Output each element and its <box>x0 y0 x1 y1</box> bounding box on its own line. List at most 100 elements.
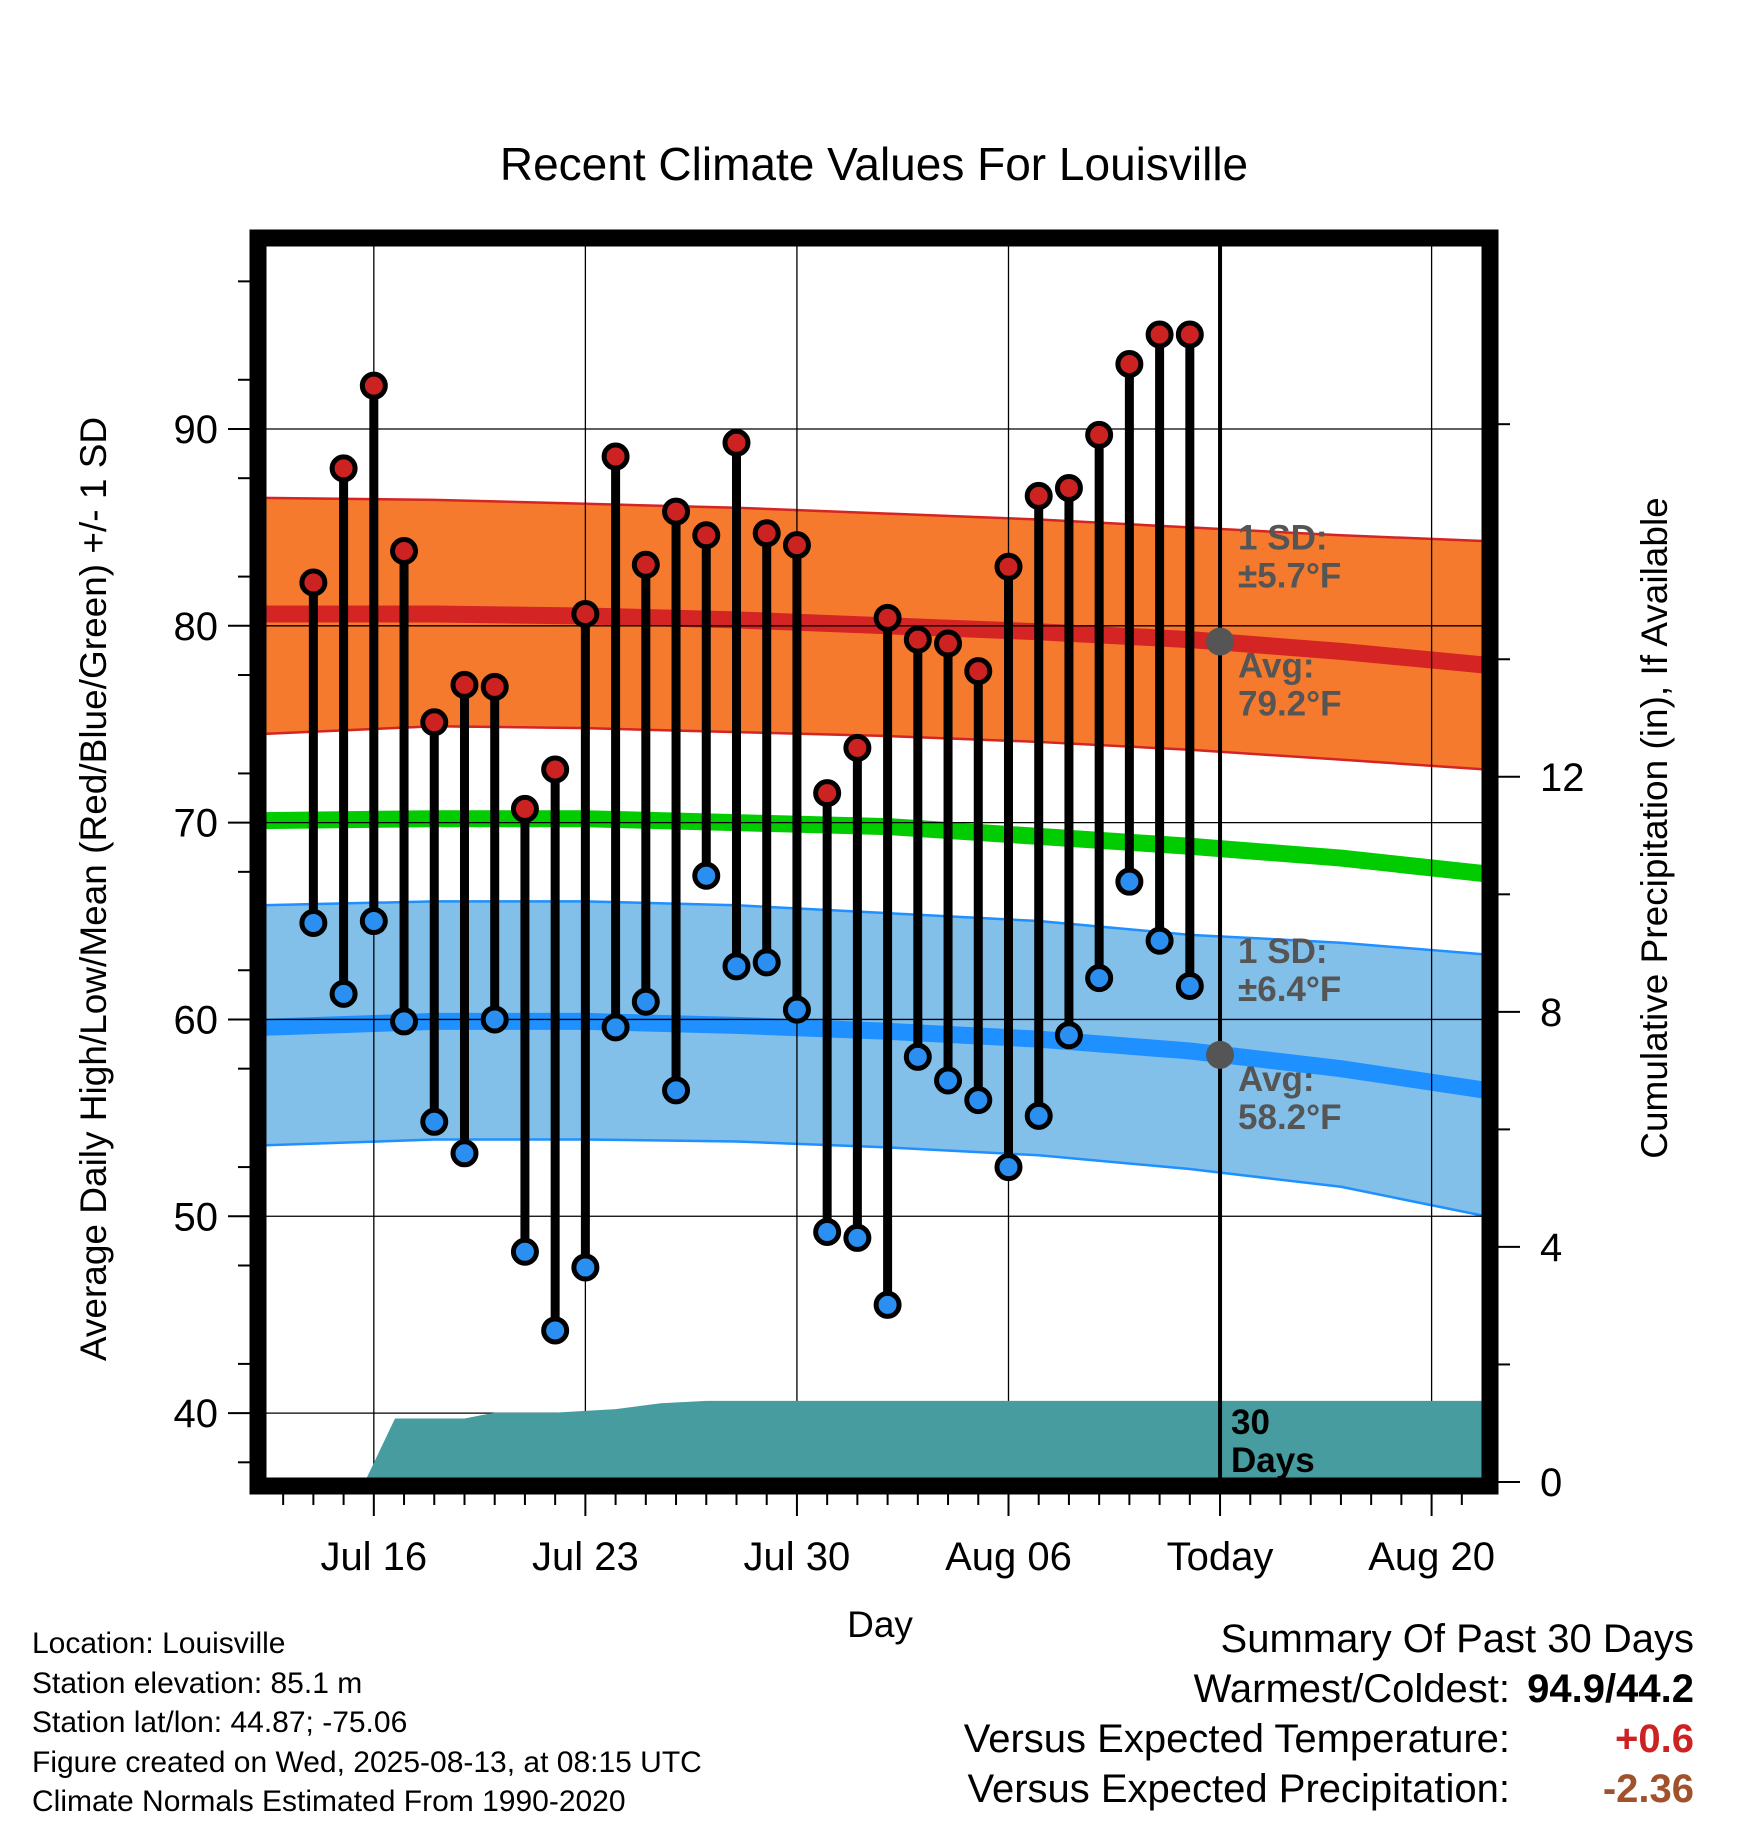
y-tick-label: 60 <box>174 998 219 1042</box>
y2-tick-label: 8 <box>1540 991 1562 1035</box>
high-point <box>510 794 539 823</box>
low-point <box>1175 972 1204 1000</box>
y2-tick-label: 0 <box>1540 1461 1562 1505</box>
daily-dots <box>299 320 1204 1345</box>
x-tick-label: Today <box>1167 1535 1274 1579</box>
high-avg-label-line1: Avg: <box>1238 647 1314 686</box>
precip-area <box>364 1400 1486 1482</box>
low-point <box>571 1253 600 1282</box>
high-point <box>359 371 388 400</box>
high-point <box>329 454 358 483</box>
low-avg-marker <box>1206 1040 1235 1069</box>
high-point <box>722 428 751 457</box>
low-point <box>994 1153 1023 1182</box>
precip-label: Versus Expected Precipitation: <box>967 1767 1510 1811</box>
summary-warmest-row: Warmest/Coldest: 94.9/44.2 <box>964 1664 1694 1714</box>
chart-title: Recent Climate Values For Louisville <box>500 138 1248 190</box>
days-label-line2: Days <box>1231 1441 1315 1480</box>
temp-label: Versus Expected Temperature: <box>963 1717 1510 1761</box>
low-point <box>934 1066 963 1095</box>
low-point <box>813 1218 842 1247</box>
high-point <box>994 552 1023 581</box>
station-info: Location: Louisville Station elevation: … <box>32 1624 702 1822</box>
y-tick-label: 70 <box>174 802 219 846</box>
low-point <box>299 909 328 938</box>
high-point <box>420 708 449 737</box>
low-avg-label-line2: 58.2°F <box>1238 1098 1342 1137</box>
summary-title: Summary Of Past 30 Days <box>1220 1617 1694 1661</box>
high-point <box>631 550 660 579</box>
high-point <box>843 733 872 762</box>
high-point <box>782 531 811 560</box>
low-point <box>752 948 781 977</box>
high-point <box>571 600 600 628</box>
normals-line: Climate Normals Estimated From 1990-2020 <box>32 1785 626 1818</box>
low-point <box>359 907 388 936</box>
low-point <box>692 861 721 890</box>
high-avg-marker <box>1206 627 1235 656</box>
low-point <box>480 1005 509 1034</box>
low-avg-label-line1: Avg: <box>1238 1060 1314 1099</box>
summary-temp-row: Versus Expected Temperature: +0.6 <box>964 1714 1694 1764</box>
daily-stems <box>308 334 1195 1331</box>
plot-border <box>249 229 1499 1495</box>
normal-mean-line <box>262 810 1486 883</box>
high-point <box>1024 481 1053 510</box>
high-point <box>1054 474 1083 503</box>
low-point <box>1115 867 1144 896</box>
low-sd-label-line2: ±6.4°F <box>1238 970 1341 1009</box>
high-sd-upper-edge <box>262 496 1486 543</box>
high-point <box>934 629 963 658</box>
high-point <box>1175 320 1204 349</box>
plot-frame <box>249 229 1499 1495</box>
y-tick-label: 40 <box>174 1392 219 1436</box>
high-point <box>299 568 328 597</box>
high-point <box>480 672 509 701</box>
low-point <box>541 1316 570 1345</box>
low-point <box>843 1223 872 1252</box>
high-sd-label-line2: ±5.7°F <box>1238 556 1341 595</box>
summary-precip-row: Versus Expected Precipitation: -2.36 <box>964 1764 1694 1814</box>
low-point <box>1054 1021 1083 1050</box>
x-tick-label: Jul 23 <box>532 1535 639 1579</box>
low-point <box>631 987 660 1016</box>
x-tick-label: Aug 06 <box>945 1535 1072 1579</box>
y-tick-label: 80 <box>174 605 219 649</box>
summary-panel: Summary Of Past 30 Days Warmest/Coldest:… <box>964 1614 1694 1814</box>
high-point <box>1145 320 1174 349</box>
days-label-line1: 30 <box>1231 1403 1270 1442</box>
y-axis-label: Average Daily High/Low/Mean (Red/Blue/Gr… <box>73 417 114 1361</box>
high-point <box>692 521 721 550</box>
low-point <box>903 1042 932 1071</box>
low-point <box>420 1107 449 1136</box>
low-point <box>450 1139 479 1168</box>
y2-axis-label: Cumulative Precipitation (in), If Availa… <box>1634 497 1675 1159</box>
low-point <box>1145 926 1174 955</box>
warmest-value: 94.9/44.2 <box>1527 1667 1694 1711</box>
high-point <box>873 603 902 632</box>
high-point <box>964 657 993 686</box>
high-sd-label-line1: 1 SD: <box>1238 518 1327 557</box>
low-point <box>782 995 811 1024</box>
y2-tick-label: 4 <box>1540 1226 1562 1270</box>
axes: 40 50 60 70 80 90 0 4 8 12 Jul 16 Jul 23 Jul 30 Aug 0… <box>174 280 1585 1579</box>
high-point <box>450 670 479 699</box>
latlon-line: Station lat/lon: 44.87; -75.06 <box>32 1706 408 1739</box>
high-point <box>1115 350 1144 379</box>
low-point <box>1085 964 1114 993</box>
precip-value: -2.36 <box>1602 1767 1694 1811</box>
warmest-label: Warmest/Coldest: <box>1193 1667 1510 1711</box>
created-line: Figure created on Wed, 2025-08-13, at 08… <box>32 1745 702 1779</box>
x-tick-label: Jul 30 <box>744 1535 851 1579</box>
low-point <box>662 1076 691 1105</box>
low-point <box>722 952 751 981</box>
low-point <box>329 979 358 1008</box>
low-point <box>1024 1101 1053 1130</box>
y-tick-label: 50 <box>174 1195 219 1239</box>
location-line: Location: Louisville <box>32 1627 286 1660</box>
low-point <box>390 1007 419 1036</box>
low-point <box>873 1290 902 1319</box>
x-tick-label: Jul 16 <box>320 1535 427 1579</box>
